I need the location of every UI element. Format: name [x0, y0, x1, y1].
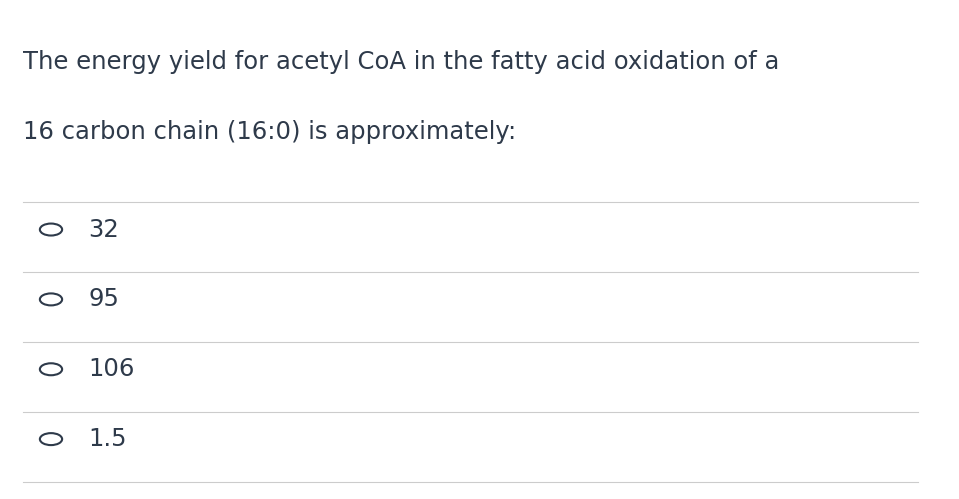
Text: 32: 32	[88, 218, 119, 242]
Text: 16 carbon chain (16:0) is approximately:: 16 carbon chain (16:0) is approximately:	[23, 120, 517, 144]
Text: 95: 95	[88, 287, 119, 311]
Text: The energy yield for acetyl CoA in the fatty acid oxidation of a: The energy yield for acetyl CoA in the f…	[23, 50, 780, 74]
Text: 1.5: 1.5	[88, 427, 127, 451]
Text: 106: 106	[88, 357, 134, 381]
